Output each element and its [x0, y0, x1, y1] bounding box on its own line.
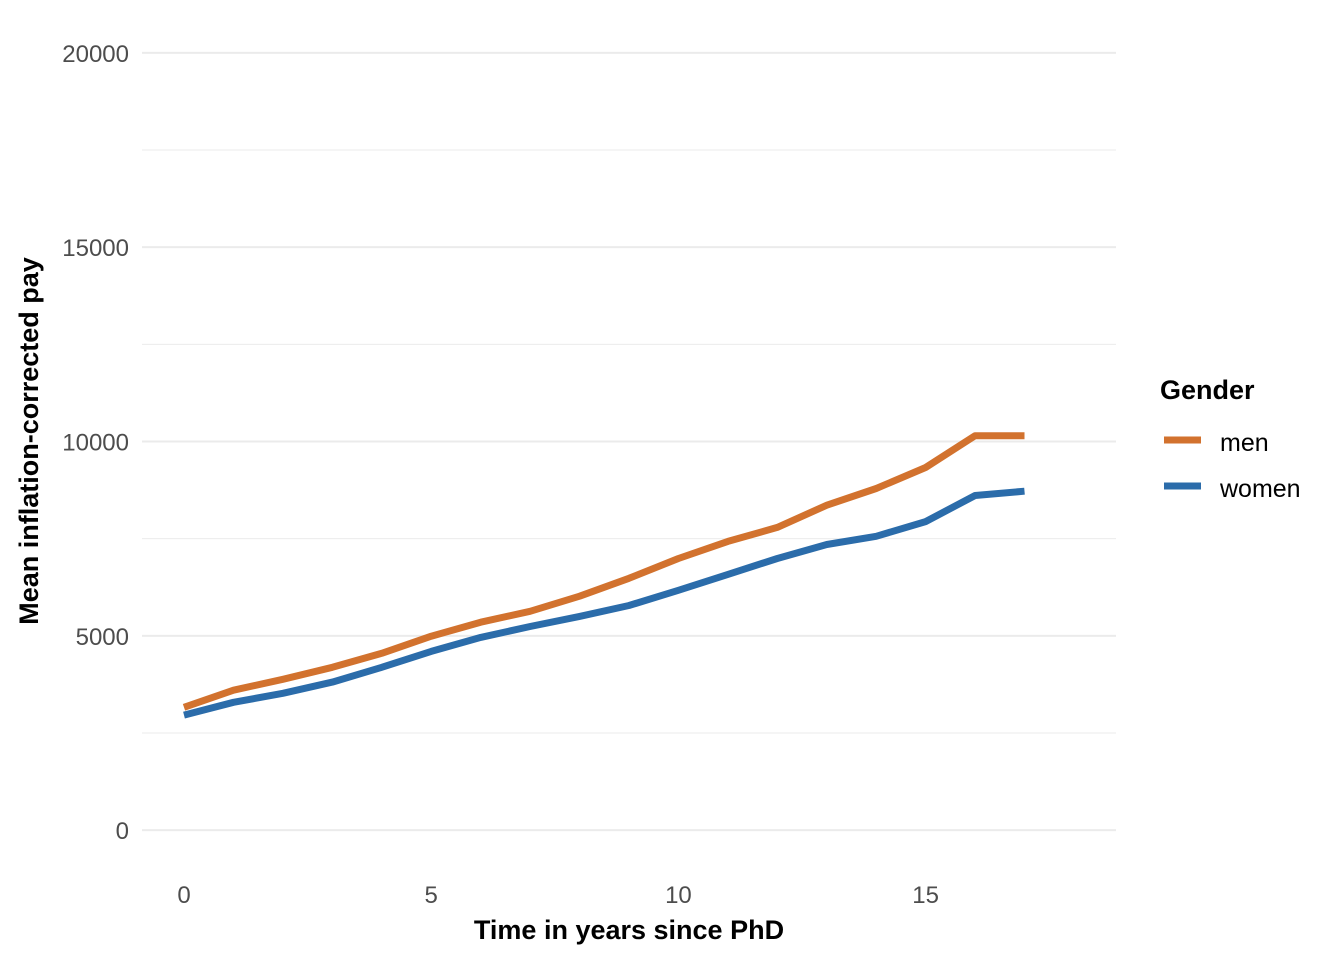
- legend-label-women: women: [1219, 475, 1301, 503]
- y-tick-label: 15000: [62, 235, 129, 262]
- grid: [142, 51, 1116, 832]
- x-tick-label: 0: [177, 882, 190, 909]
- y-tick-label: 10000: [62, 430, 129, 457]
- legend: Gender men women: [1160, 375, 1301, 503]
- y-axis-ticks: 0 5000 10000 15000 20000: [62, 41, 129, 845]
- y-axis-label: Mean inflation-corrected pay: [14, 257, 44, 625]
- x-axis-label: Time in years since PhD: [474, 915, 784, 945]
- y-tick-label: 5000: [76, 624, 129, 651]
- series-line-women: [183, 487, 1025, 719]
- y-tick-label: 0: [116, 818, 129, 845]
- x-axis-ticks: 0 5 10 15: [177, 882, 939, 909]
- series-line-men: [182, 432, 1025, 711]
- x-tick-label: 15: [912, 882, 939, 909]
- legend-label-men: men: [1220, 429, 1269, 457]
- x-tick-label: 5: [425, 882, 438, 909]
- series-lines: [182, 432, 1025, 719]
- x-tick-label: 10: [665, 882, 692, 909]
- y-tick-label: 20000: [62, 41, 129, 68]
- legend-title: Gender: [1160, 375, 1255, 405]
